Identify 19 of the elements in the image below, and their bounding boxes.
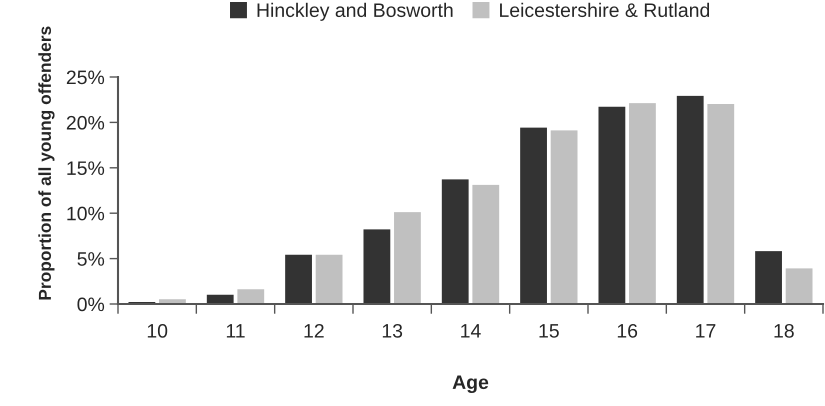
x-tick-label: 10 [148,324,168,338]
y-axis-title: Proportion of all young offenders [38,26,55,300]
y-tick-label: 15% [67,161,104,176]
x-tick-label: 14 [461,324,481,338]
y-tick-label: 5% [77,252,104,266]
x-tick-label: 15 [540,324,559,338]
x-tick-label: 18 [774,324,794,338]
y-tick-label: 25% [66,70,104,84]
y-tick-label: 0% [77,297,104,312]
x-tick-label: 12 [304,324,324,338]
legend-label: Hinckley and Bosworth [258,2,452,21]
x-tick-label: 17 [696,324,716,338]
x-tick-label: 13 [382,324,402,338]
y-tick-label: 10% [67,206,104,220]
x-tick-label: 16 [618,324,638,338]
x-axis-title: Age [452,376,488,394]
x-tick-label: 11 [226,324,245,338]
y-tick-label: 20% [66,116,104,130]
legend-label: Leicestershire & Rutland [500,2,710,18]
